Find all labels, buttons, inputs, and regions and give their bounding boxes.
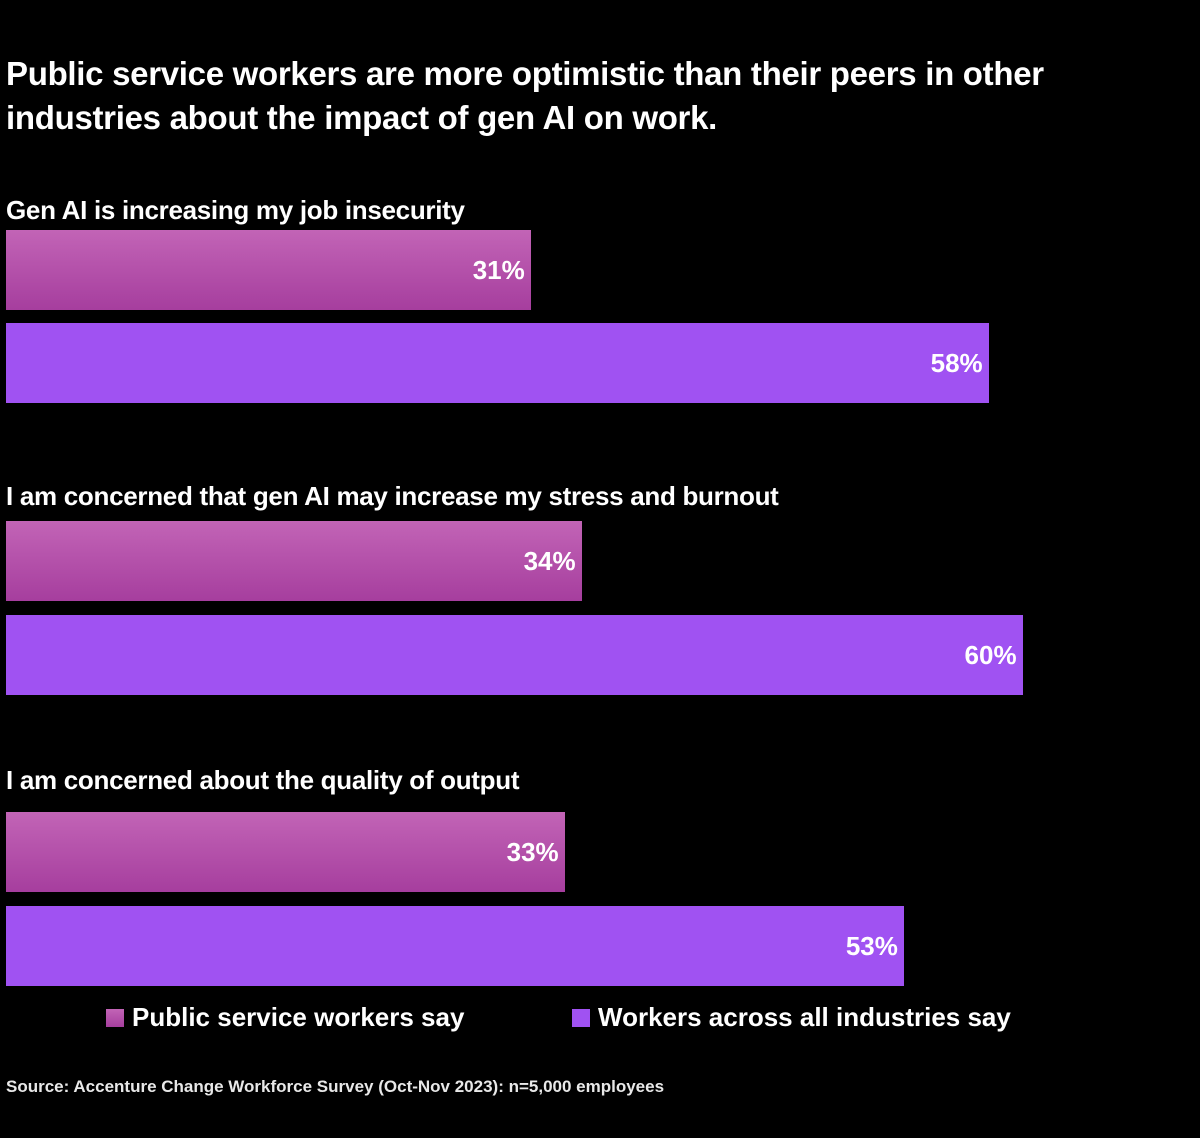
bar-public-service: 33% bbox=[6, 812, 565, 892]
data-label: 58% bbox=[930, 348, 983, 378]
bar-all-industries: 60% bbox=[6, 615, 1023, 695]
data-label: 33% bbox=[506, 837, 559, 867]
data-label: 53% bbox=[845, 931, 898, 961]
legend-swatch bbox=[106, 1008, 124, 1027]
data-label: 34% bbox=[523, 546, 576, 576]
bar-all-industries: 53% bbox=[6, 906, 904, 986]
chart-title: Public service workers are more optimist… bbox=[6, 55, 1044, 136]
bar-public-service: 31% bbox=[6, 230, 531, 310]
category-label: Gen AI is increasing my job insecurity bbox=[6, 195, 465, 225]
bar-all-industries: 58% bbox=[6, 323, 989, 403]
data-label: 31% bbox=[472, 255, 525, 285]
category-label: I am concerned that gen AI may increase … bbox=[6, 481, 779, 511]
source-note: Source: Accenture Change Workforce Surve… bbox=[6, 1077, 665, 1096]
data-label: 60% bbox=[964, 640, 1017, 670]
legend-item-public-service: Public service workers say bbox=[106, 1002, 464, 1033]
bar-public-service: 34% bbox=[6, 521, 582, 601]
legend-item-all-industries: Workers across all industries say bbox=[572, 1002, 1011, 1033]
category-label: I am concerned about the quality of outp… bbox=[6, 765, 520, 795]
legend-swatch bbox=[572, 1008, 590, 1027]
legend-label: Public service workers say bbox=[132, 1002, 465, 1032]
legend-label: Workers across all industries say bbox=[598, 1002, 1011, 1032]
